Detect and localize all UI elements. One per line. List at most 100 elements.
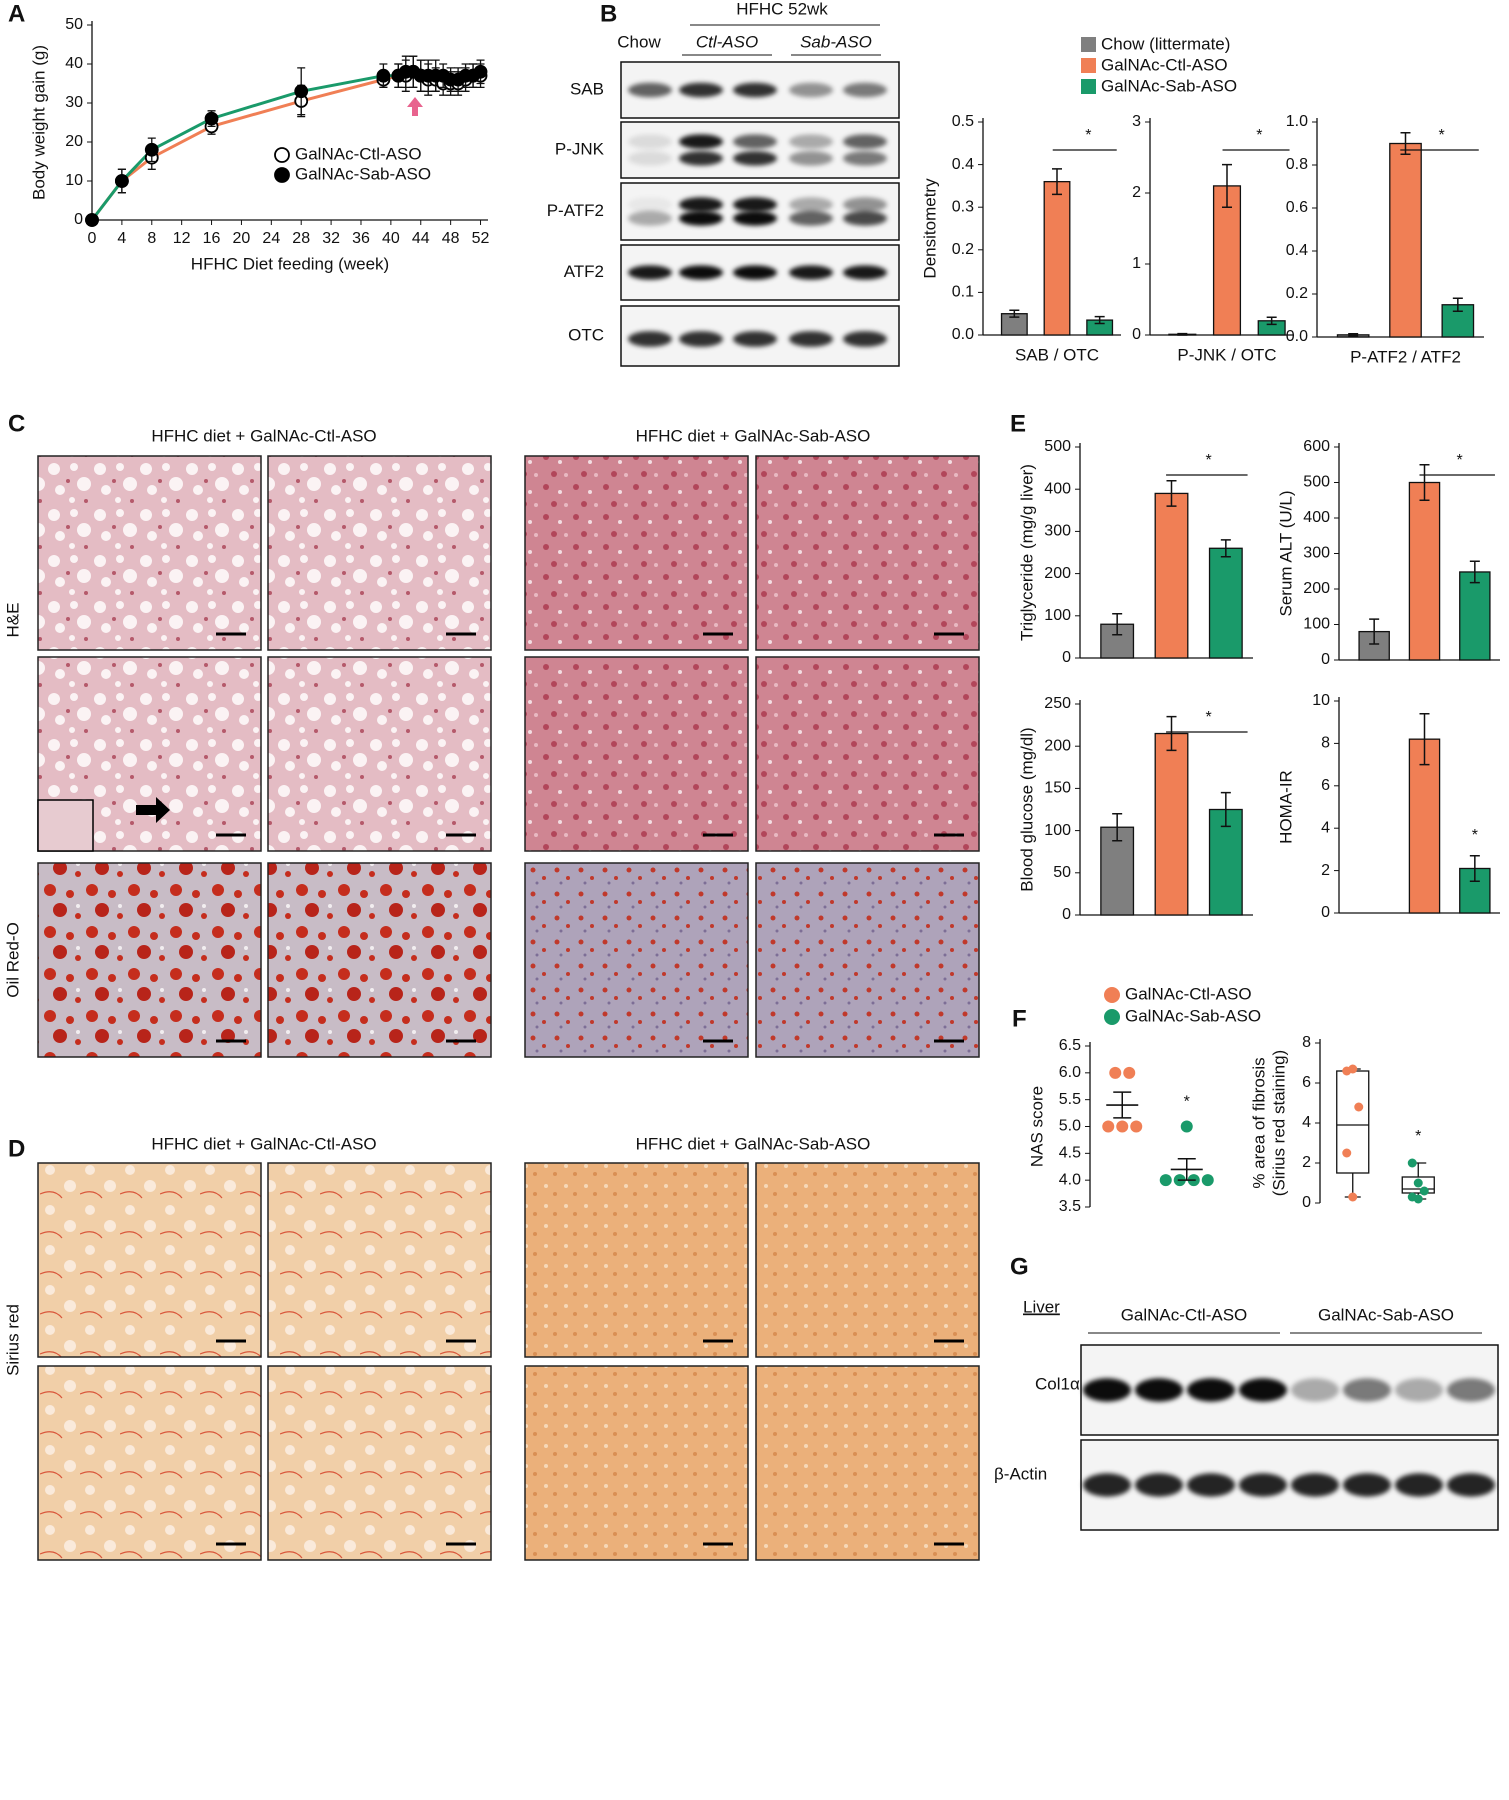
legend-label: Chow (littermate) bbox=[1101, 34, 1230, 53]
bar bbox=[1408, 738, 1441, 914]
error-bar bbox=[1113, 1091, 1132, 1119]
data-point bbox=[473, 64, 488, 79]
data-point bbox=[1413, 1178, 1423, 1188]
y-axis-label: Triglyceride (mg/g liver) bbox=[1017, 464, 1036, 641]
micrograph bbox=[755, 862, 980, 1058]
y-tick-label: 6.0 bbox=[1059, 1064, 1081, 1081]
micrograph bbox=[524, 1365, 749, 1561]
row-label: Col1α bbox=[1035, 1374, 1080, 1393]
band bbox=[733, 197, 777, 213]
y-tick-label: 200 bbox=[1044, 737, 1071, 754]
legend-marker bbox=[1104, 987, 1120, 1003]
band bbox=[789, 265, 833, 280]
band bbox=[733, 210, 777, 226]
data-point bbox=[1201, 1174, 1214, 1187]
data-point bbox=[1419, 1186, 1429, 1196]
data-point bbox=[1354, 1102, 1364, 1112]
y-tick-label: 250 bbox=[1044, 695, 1071, 712]
band bbox=[1187, 1378, 1235, 1402]
y-tick-label: 0.0 bbox=[1286, 328, 1308, 345]
y-tick-label: 0 bbox=[1321, 904, 1330, 921]
lane-label: Chow bbox=[617, 32, 661, 51]
panel-label: A bbox=[8, 0, 25, 27]
legend-swatch bbox=[1081, 58, 1096, 73]
y-tick-label: 4.5 bbox=[1059, 1145, 1081, 1162]
column-title: HFHC diet + GalNAc-Ctl-ASO bbox=[151, 426, 376, 445]
band bbox=[789, 331, 833, 347]
error-bar bbox=[1177, 332, 1188, 336]
y-axis-label: Body weight gain (g) bbox=[29, 45, 48, 200]
band bbox=[789, 134, 833, 149]
panel-label: E bbox=[1010, 410, 1026, 437]
row-label: OTC bbox=[568, 325, 604, 344]
data-point bbox=[1159, 1174, 1172, 1187]
band bbox=[628, 82, 672, 98]
micrograph bbox=[755, 455, 980, 651]
micrograph bbox=[37, 1162, 262, 1358]
x-axis-label: HFHC Diet feeding (week) bbox=[191, 254, 389, 273]
y-tick-label: 0.2 bbox=[952, 241, 974, 258]
micrograph bbox=[37, 862, 262, 1058]
y-tick-label: 0.4 bbox=[952, 156, 974, 173]
legend-label: GalNAc-Sab-ASO bbox=[1101, 76, 1237, 95]
y-tick-label: 50 bbox=[65, 16, 83, 33]
data-point bbox=[294, 84, 309, 99]
band bbox=[679, 210, 723, 226]
data-point bbox=[1413, 1194, 1423, 1204]
tissue-label: Liver bbox=[1023, 1297, 1060, 1316]
y-tick-label: 1 bbox=[1132, 255, 1141, 272]
legend-label: GalNAc-Sab-ASO bbox=[295, 164, 431, 183]
bar bbox=[1154, 492, 1189, 659]
band bbox=[1447, 1378, 1495, 1402]
column-title: HFHC diet + GalNAc-Ctl-ASO bbox=[151, 1134, 376, 1153]
band bbox=[679, 82, 723, 98]
band bbox=[628, 331, 672, 347]
error-bar bbox=[1220, 539, 1231, 558]
micrograph bbox=[524, 656, 749, 852]
box bbox=[1336, 1070, 1370, 1174]
x-tick-label: 48 bbox=[442, 230, 460, 247]
row-label: H&E bbox=[3, 603, 22, 638]
y-tick-label: 5.5 bbox=[1059, 1091, 1081, 1108]
band bbox=[1239, 1473, 1287, 1497]
band bbox=[679, 151, 723, 166]
band bbox=[1135, 1473, 1183, 1497]
significance: * bbox=[1085, 127, 1091, 144]
significance: * bbox=[1439, 127, 1445, 144]
y-tick-label: 100 bbox=[1044, 822, 1071, 839]
band bbox=[733, 265, 777, 280]
significance: * bbox=[1256, 127, 1262, 144]
y-tick-label: 1.0 bbox=[1286, 113, 1308, 130]
band bbox=[628, 134, 672, 149]
y-tick-label: 2 bbox=[1321, 862, 1330, 879]
x-tick-label: 44 bbox=[412, 230, 430, 247]
band bbox=[628, 197, 672, 213]
group-header: GalNAc-Sab-ASO bbox=[1318, 1305, 1454, 1324]
y-axis-label: Densitometry bbox=[920, 178, 939, 279]
micrograph bbox=[524, 1162, 749, 1358]
band bbox=[1187, 1473, 1235, 1497]
y-tick-label: 4 bbox=[1321, 819, 1330, 836]
row-label: β-Actin bbox=[994, 1464, 1047, 1483]
y-tick-label: 0.6 bbox=[1286, 199, 1308, 216]
y-tick-label: 40 bbox=[65, 55, 83, 72]
y-tick-label: 6 bbox=[1302, 1074, 1311, 1091]
band bbox=[679, 197, 723, 213]
y-tick-label: 200 bbox=[1044, 565, 1071, 582]
band bbox=[1447, 1473, 1495, 1497]
x-axis-label: P-ATF2 / ATF2 bbox=[1350, 347, 1461, 366]
band bbox=[843, 82, 887, 98]
band bbox=[1395, 1378, 1443, 1402]
data-point bbox=[1116, 1120, 1129, 1133]
band bbox=[843, 197, 887, 213]
y-axis-label: (Sirius red staining) bbox=[1269, 1050, 1288, 1196]
band bbox=[733, 134, 777, 149]
error-bar bbox=[1419, 464, 1430, 501]
y-tick-label: 0.2 bbox=[1286, 285, 1308, 302]
panel-label: B bbox=[600, 0, 617, 27]
band bbox=[1343, 1378, 1391, 1402]
x-tick-label: 24 bbox=[262, 230, 280, 247]
y-tick-label: 8 bbox=[1302, 1034, 1311, 1051]
y-tick-label: 0 bbox=[74, 211, 83, 228]
band bbox=[789, 210, 833, 226]
